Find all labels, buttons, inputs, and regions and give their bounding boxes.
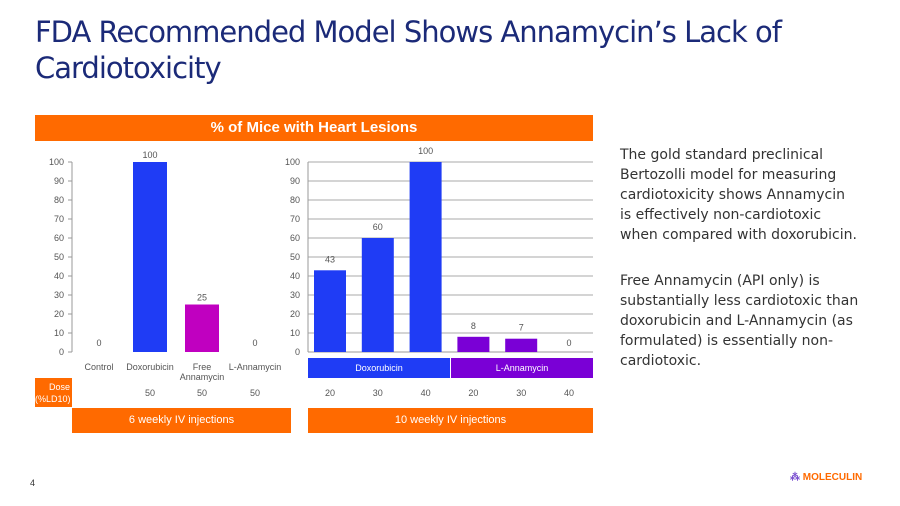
side-paragraph-1: The gold standard preclinical Bertozolli… [620, 147, 857, 243]
y-tick-label: 70 [290, 214, 300, 224]
y-tick-label: 70 [54, 214, 64, 224]
bar [457, 336, 490, 352]
category-label: L-Annamycin [229, 362, 282, 372]
y-tick-label: 60 [290, 233, 300, 243]
chart-header: % of Mice with Heart Lesions [35, 115, 593, 141]
dose-value: 50 [250, 388, 260, 398]
bar [133, 162, 167, 352]
side-paragraph-2: Free Annamycin (API only) is substantial… [620, 273, 859, 369]
logo-text: MOLECULIN [802, 472, 863, 483]
group-l-annamycin [451, 358, 593, 378]
y-tick-label: 20 [290, 309, 300, 319]
data-label: 43 [325, 254, 335, 264]
dose-value: 40 [564, 388, 574, 398]
data-label: 60 [373, 222, 383, 232]
page-number: 4 [30, 478, 36, 488]
category-label: Control [84, 362, 113, 372]
regimen-right: 10 weekly IV injections [308, 408, 593, 433]
data-label: 0 [96, 338, 101, 348]
logo: ⁂ MOLECULIN [790, 472, 862, 483]
y-tick-label: 20 [54, 309, 64, 319]
y-tick-label: 40 [54, 271, 64, 281]
regimen-left: 6 weekly IV injections [72, 408, 291, 433]
group-label: L-Annamycin [496, 363, 549, 373]
y-tick-label: 90 [54, 176, 64, 186]
data-label: 7 [519, 323, 524, 333]
y-tick-label: 80 [54, 195, 64, 205]
data-label: 0 [252, 338, 257, 348]
dose-value: 50 [197, 388, 207, 398]
data-label: 100 [418, 146, 433, 156]
bar [185, 304, 219, 352]
dose-value: 30 [516, 388, 526, 398]
category-label: Doxorubicin [126, 362, 174, 372]
molecule-icon: ⁂ [790, 472, 800, 483]
dose-label: Dose (%LD10) [35, 378, 72, 407]
dose-value: 40 [421, 388, 431, 398]
y-tick-label: 30 [54, 290, 64, 300]
bar [361, 238, 394, 352]
data-label: 25 [197, 293, 207, 303]
data-label: 0 [566, 338, 571, 348]
dose-value: 20 [468, 388, 478, 398]
y-tick-label: 10 [54, 328, 64, 338]
y-tick-label: 50 [290, 252, 300, 262]
data-label: 8 [471, 321, 476, 331]
slide-title: FDA Recommended Model Shows Annamycin’s … [35, 15, 782, 85]
data-label: 100 [142, 150, 157, 160]
bar [505, 338, 538, 352]
y-tick-label: 40 [290, 271, 300, 281]
dose-value: 50 [145, 388, 155, 398]
y-tick-label: 90 [290, 176, 300, 186]
group-label: Doxorubicin [355, 363, 403, 373]
y-tick-label: 10 [290, 328, 300, 338]
side-text: The gold standard preclinical Bertozolli… [620, 145, 860, 397]
y-tick-label: 0 [295, 347, 300, 357]
bar [314, 270, 346, 352]
y-tick-label: 50 [54, 252, 64, 262]
y-tick-label: 100 [49, 157, 64, 167]
y-tick-label: 60 [54, 233, 64, 243]
y-tick-label: 80 [290, 195, 300, 205]
category-label: Annamycin [180, 372, 225, 382]
y-tick-label: 30 [290, 290, 300, 300]
bar [409, 162, 442, 352]
dose-value: 30 [373, 388, 383, 398]
group-doxorubicin [308, 358, 450, 378]
category-label: Free [193, 362, 212, 372]
dose-value: 20 [325, 388, 335, 398]
y-tick-label: 100 [285, 157, 300, 167]
y-tick-label: 0 [59, 347, 64, 357]
